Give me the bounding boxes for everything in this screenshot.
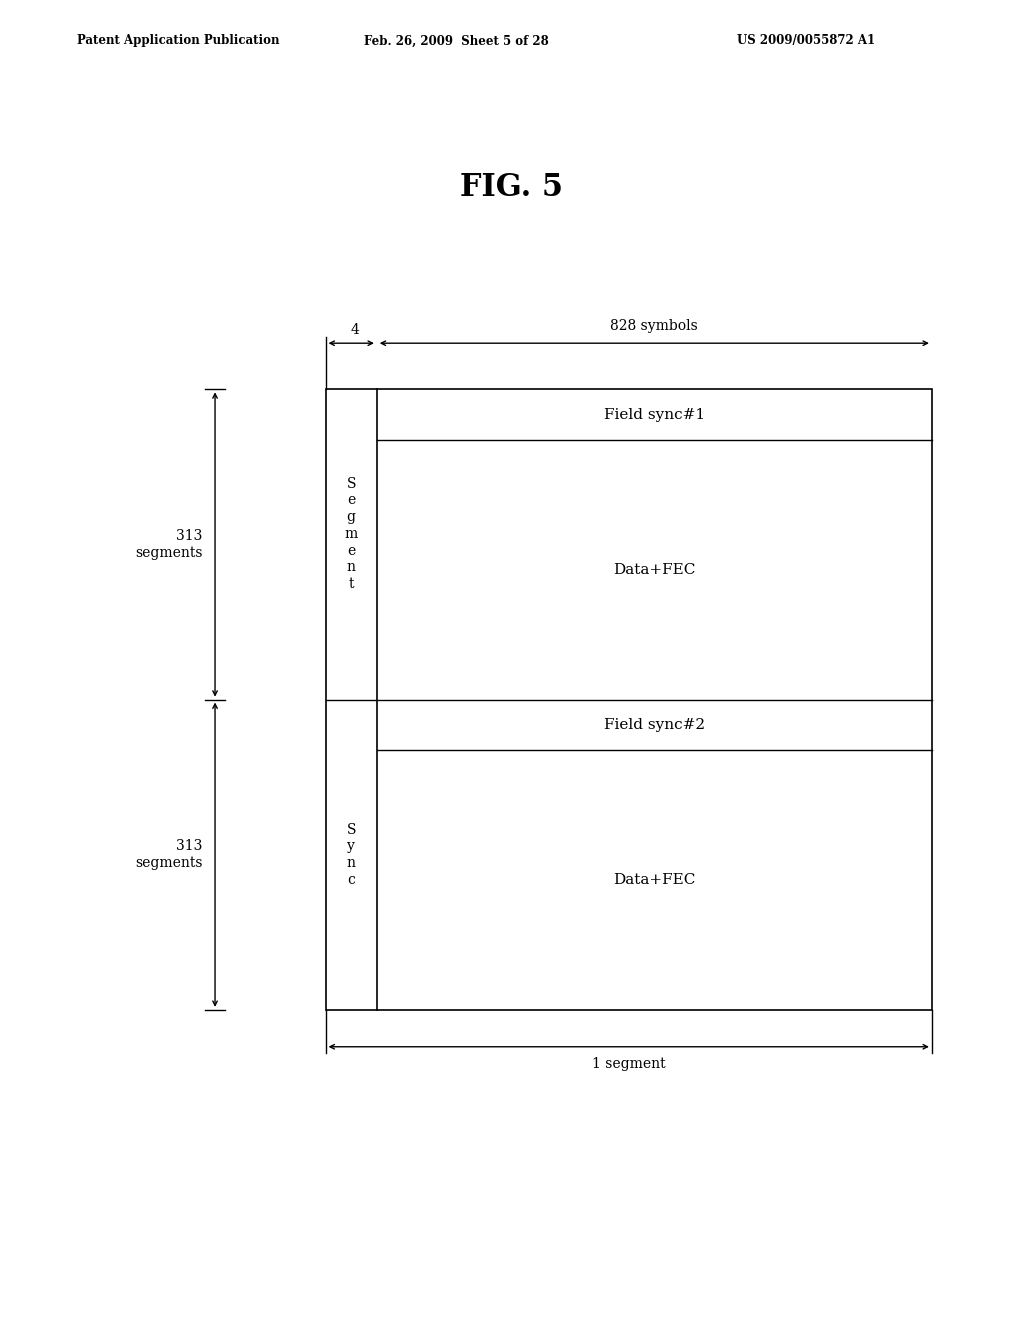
Text: 313
segments: 313 segments	[135, 529, 203, 560]
Text: Feb. 26, 2009  Sheet 5 of 28: Feb. 26, 2009 Sheet 5 of 28	[364, 34, 548, 48]
Text: S
e
g
m
e
n
t: S e g m e n t	[345, 477, 357, 591]
Text: 4: 4	[351, 322, 359, 337]
Text: FIG. 5: FIG. 5	[461, 172, 563, 202]
Text: US 2009/0055872 A1: US 2009/0055872 A1	[737, 34, 876, 48]
Text: Patent Application Publication: Patent Application Publication	[77, 34, 280, 48]
Text: 828 symbols: 828 symbols	[610, 318, 698, 333]
Text: Data+FEC: Data+FEC	[613, 562, 695, 577]
Text: 1 segment: 1 segment	[592, 1057, 666, 1072]
Text: Field sync#2: Field sync#2	[604, 718, 705, 733]
Text: S
y
n
c: S y n c	[346, 822, 356, 887]
Text: Data+FEC: Data+FEC	[613, 873, 695, 887]
Text: Field sync#1: Field sync#1	[604, 408, 705, 422]
Bar	[326, 389, 932, 1010]
Text: 313
segments: 313 segments	[135, 840, 203, 870]
